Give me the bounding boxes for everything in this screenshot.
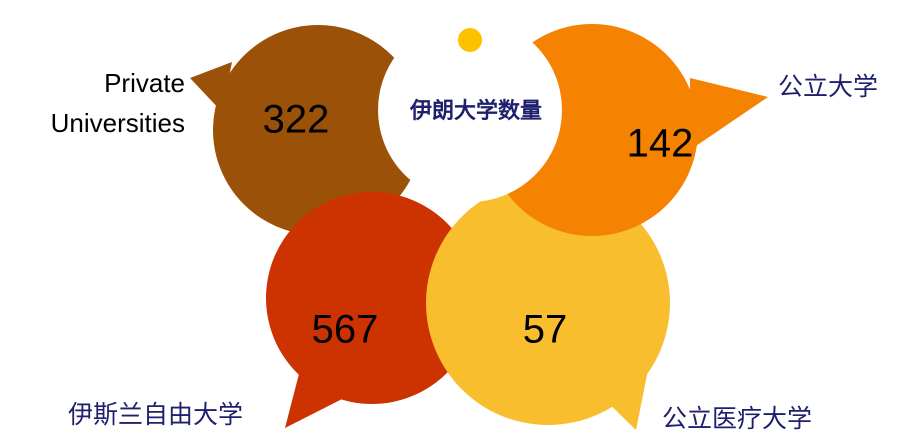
value: 57 [523, 308, 568, 352]
label: 公立大学 [778, 72, 878, 101]
bubble [213, 25, 423, 235]
label: 伊斯兰自由大学 [68, 400, 243, 429]
title: 伊朗大学数量 [409, 98, 542, 124]
label: Private Universities [51, 68, 185, 138]
label-line: Universities [51, 108, 185, 138]
value: 322 [263, 98, 330, 142]
bubble-tail [690, 78, 768, 150]
bubble [426, 181, 670, 425]
label-line: Private [104, 68, 185, 98]
bubble [266, 192, 478, 404]
bubble-tail [285, 370, 350, 428]
center-circle [378, 18, 562, 202]
value: 142 [627, 122, 694, 166]
value: 567 [312, 308, 379, 352]
label: 公立医疗大学 [662, 404, 812, 433]
dot [458, 28, 482, 52]
